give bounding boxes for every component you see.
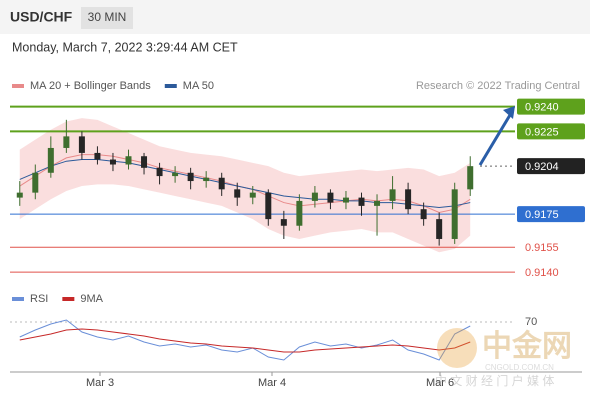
bollinger-band xyxy=(19,118,471,253)
candle-body xyxy=(311,192,318,201)
legend-label: RSI xyxy=(30,293,48,305)
timeframe[interactable]: 30 MIN xyxy=(88,10,127,24)
candle-body xyxy=(280,219,287,226)
candle-body xyxy=(32,172,39,193)
level-label: 0.9140 xyxy=(525,267,559,279)
forecast-arrowhead xyxy=(503,106,515,119)
datetime: Monday, March 7, 2022 3:29:44 AM CET xyxy=(12,40,238,54)
candle-body xyxy=(141,156,148,168)
ma-line xyxy=(19,159,471,209)
legend-swatch xyxy=(62,297,75,301)
legend-swatch xyxy=(164,84,177,88)
candle-body xyxy=(78,136,85,153)
candle-body xyxy=(358,197,365,206)
credit: Research © 2022 Trading Central xyxy=(416,80,580,92)
legend-label: MA 20 + Bollinger Bands xyxy=(30,80,151,92)
candle-body xyxy=(187,172,194,182)
candle-body xyxy=(218,177,225,190)
legend-swatch xyxy=(12,297,24,301)
candle-body xyxy=(451,189,458,239)
candle-body xyxy=(265,192,272,220)
x-tick-label: Mar 4 xyxy=(258,377,286,389)
level-label: 0.9240 xyxy=(525,101,559,113)
level-tag xyxy=(517,98,585,115)
candle-body xyxy=(156,167,163,177)
candle-body xyxy=(203,177,210,182)
candle-body xyxy=(420,209,427,220)
legend-label: MA 50 xyxy=(183,80,214,92)
symbol: USD/CHF xyxy=(10,9,73,25)
level-tag xyxy=(517,206,585,223)
candle-body xyxy=(172,172,179,177)
candle-body xyxy=(125,156,132,165)
candle-body xyxy=(296,200,303,226)
level-tag xyxy=(517,123,585,140)
candle-body xyxy=(342,197,349,203)
candle-body xyxy=(249,192,256,198)
watermark-brand: 中金网 xyxy=(482,329,572,363)
candle-body xyxy=(327,192,334,203)
legend-label: 9MA xyxy=(80,293,103,305)
candle-body xyxy=(389,189,396,201)
forecast-arrow xyxy=(478,114,512,166)
candle-body xyxy=(374,200,381,206)
x-tick-label: Mar 6 xyxy=(426,377,454,389)
timeframe-box[interactable] xyxy=(81,7,133,29)
level-label: 0.9225 xyxy=(525,126,559,138)
level-tag xyxy=(517,158,585,175)
candle-body xyxy=(467,166,474,190)
candle-body xyxy=(405,189,412,210)
candle-body xyxy=(63,136,70,148)
indicator-line xyxy=(19,328,471,353)
level-label: 0.9175 xyxy=(525,209,559,221)
indicator-line xyxy=(19,319,471,361)
watermark: 中金网 CNGOLD.COM.CN 中 文 财 经 门 户 媒 体 xyxy=(435,328,572,388)
watermark-logo xyxy=(437,328,477,368)
candle-body xyxy=(234,189,241,198)
candle-body xyxy=(47,147,54,173)
watermark-site: CNGOLD.COM.CN xyxy=(485,363,554,372)
candle-body xyxy=(94,152,101,160)
candle-body xyxy=(109,159,116,165)
level-label: 0.9204 xyxy=(525,161,559,173)
watermark-slogan: 中 文 财 经 门 户 媒 体 xyxy=(435,373,554,388)
level-label: 0.9155 xyxy=(525,242,559,254)
legend-swatch xyxy=(12,84,24,88)
x-tick-label: Mar 3 xyxy=(86,377,114,389)
candle-body xyxy=(16,192,23,198)
candle-body xyxy=(436,219,443,239)
y-tick-label: 70 xyxy=(525,316,537,328)
